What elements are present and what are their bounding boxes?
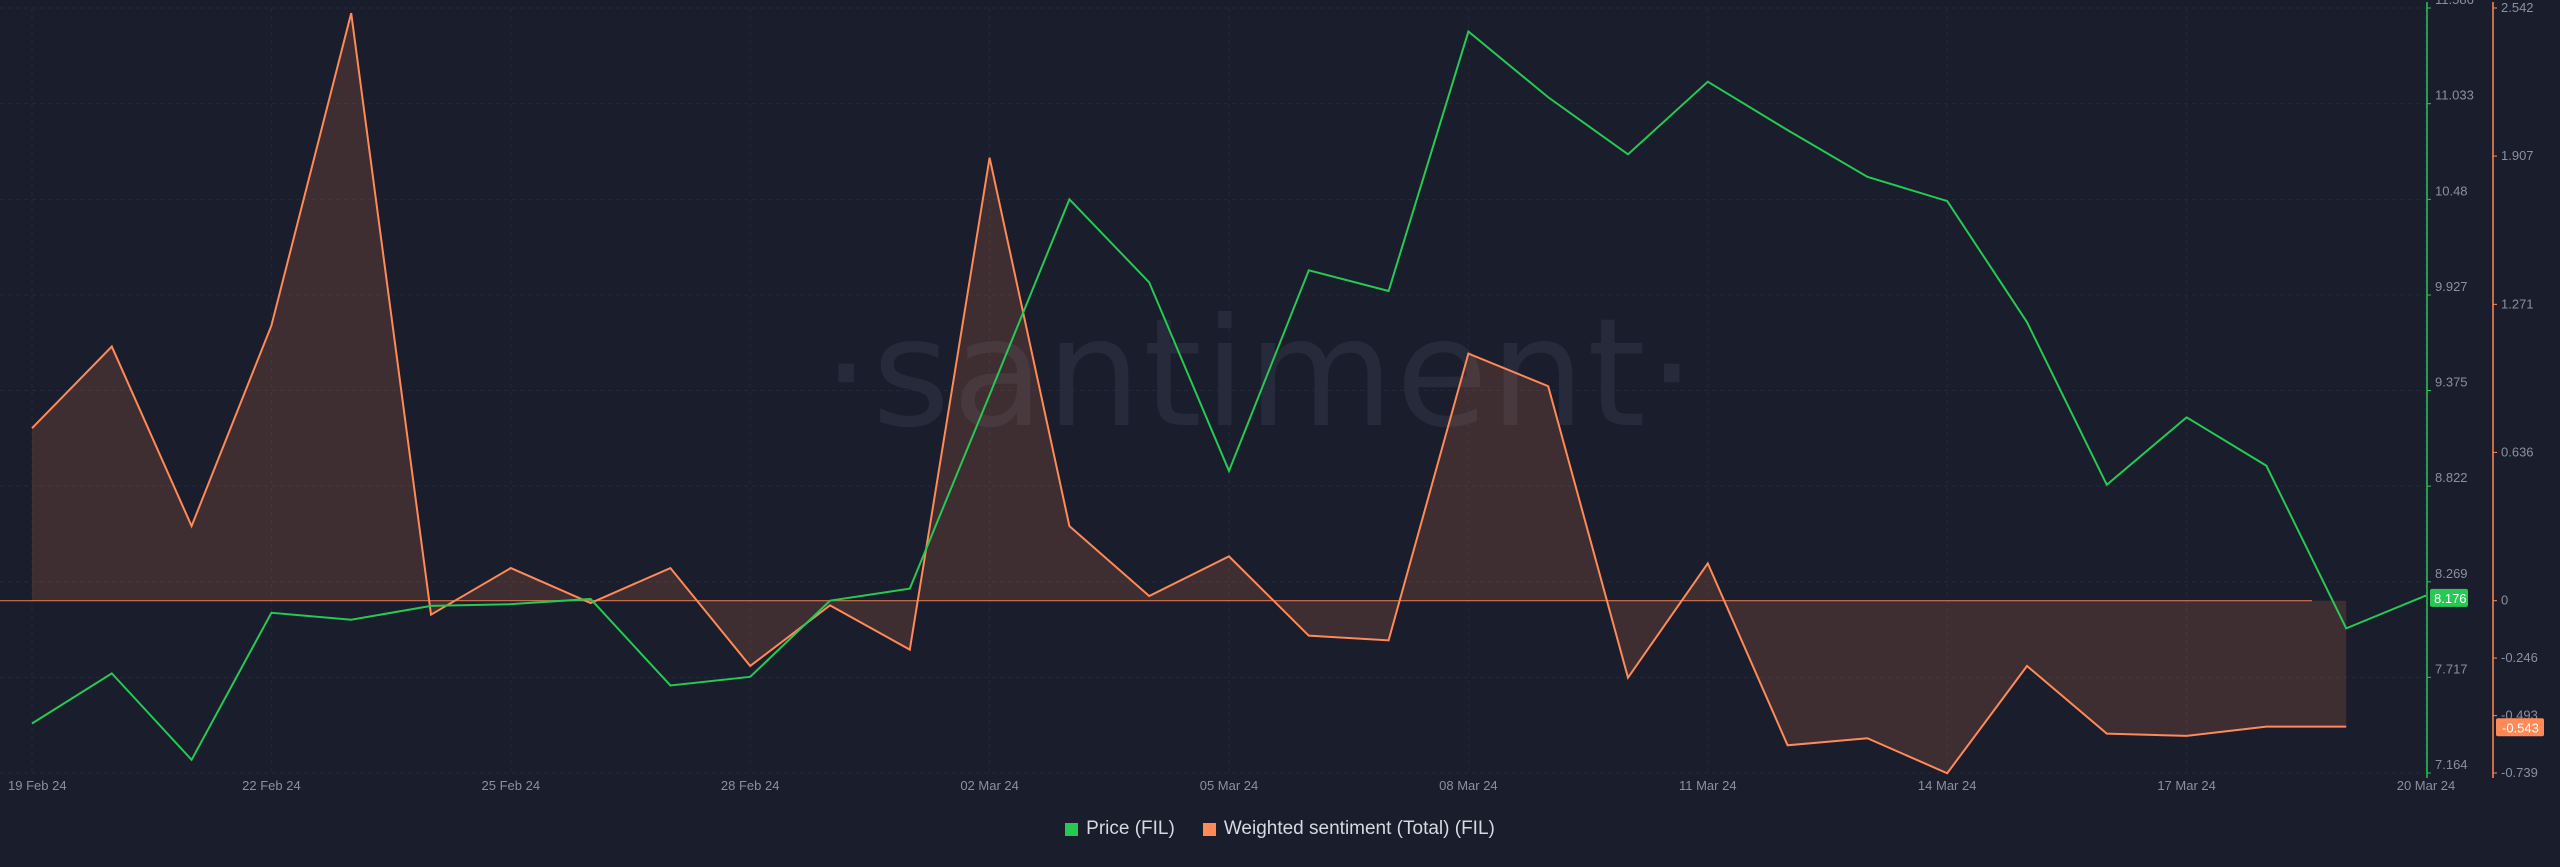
x-axis-tick-label: 28 Feb 24 — [721, 778, 780, 793]
axes: 11.586 11.033 10.48 9.927 9.375 8.822 8.269 7.7… — [8, 0, 2544, 793]
sentiment-axis-tick-label: -0.739 — [2501, 765, 2538, 780]
price-current-badge — [2430, 588, 2468, 607]
sentiment-line — [31, 12, 2347, 775]
price-axis-tick-label: 7.717 — [2435, 661, 2468, 676]
series-layer — [0, 12, 2427, 775]
x-axis-tick-label: 25 Feb 24 — [482, 778, 541, 793]
sentiment-current-value: -0.543 — [2502, 720, 2539, 735]
x-axis-tick-label: 19 Feb 24 — [8, 778, 67, 793]
legend-swatch-price — [1065, 822, 1079, 836]
price-axis-tick-label: 10.48 — [2435, 183, 2468, 198]
legend-item-price[interactable]: Price (FIL) — [1065, 818, 1175, 840]
price-current-value: 8.176 — [2434, 591, 2467, 606]
price-axis-tick-label: 11.586 — [2435, 0, 2474, 7]
x-axis-tick-label: 11 Mar 24 — [1679, 778, 1737, 793]
legend-item-sentiment[interactable]: Weighted sentiment (Total) (FIL) — [1202, 818, 1495, 840]
x-axis-tick-label: 14 Mar 24 — [1918, 778, 1977, 793]
legend: Price (FIL) Weighted sentiment (Total) (… — [0, 818, 2560, 840]
sentiment-area — [32, 13, 2347, 774]
sentiment-axis-tick-label: 2.542 — [2501, 0, 2534, 15]
sentiment-axis-tick-label: 0 — [2501, 593, 2508, 608]
sentiment-axis-tick-label: 1.907 — [2501, 148, 2534, 163]
watermark-text: ·santiment· — [822, 287, 1697, 461]
x-axis-tick-label: 17 Mar 24 — [2157, 778, 2216, 793]
legend-label-price: Price (FIL) — [1086, 818, 1175, 839]
x-axis-tick-label: 22 Feb 24 — [242, 778, 301, 793]
price-axis-tick-label: 8.269 — [2435, 566, 2468, 581]
x-axis-tick-label: 08 Mar 24 — [1439, 778, 1498, 793]
x-axis-tick-label: 02 Mar 24 — [960, 778, 1019, 793]
price-axis-tick-label: 9.927 — [2435, 279, 2468, 294]
sentiment-current-badge — [2496, 718, 2544, 737]
price-axis-tick-label: 11.033 — [2435, 88, 2474, 103]
price-axis-tick-label: 7.164 — [2435, 757, 2468, 772]
x-axis-tick-label: 05 Mar 24 — [1200, 778, 1259, 793]
x-axis-tick-label: 20 Mar 24 — [2397, 778, 2456, 793]
sentiment-axis-tick-label: -0.246 — [2501, 650, 2538, 665]
sentiment-axis-tick-label: 0.636 — [2501, 444, 2534, 459]
legend-swatch-sentiment — [1202, 822, 1216, 836]
price-axis-tick-label: 9.375 — [2435, 375, 2468, 390]
price-axis-tick-label: 8.822 — [2435, 470, 2468, 485]
legend-label-sentiment: Weighted sentiment (Total) (FIL) — [1223, 818, 1495, 839]
sentiment-axis-tick-label: 1.271 — [2501, 296, 2534, 311]
